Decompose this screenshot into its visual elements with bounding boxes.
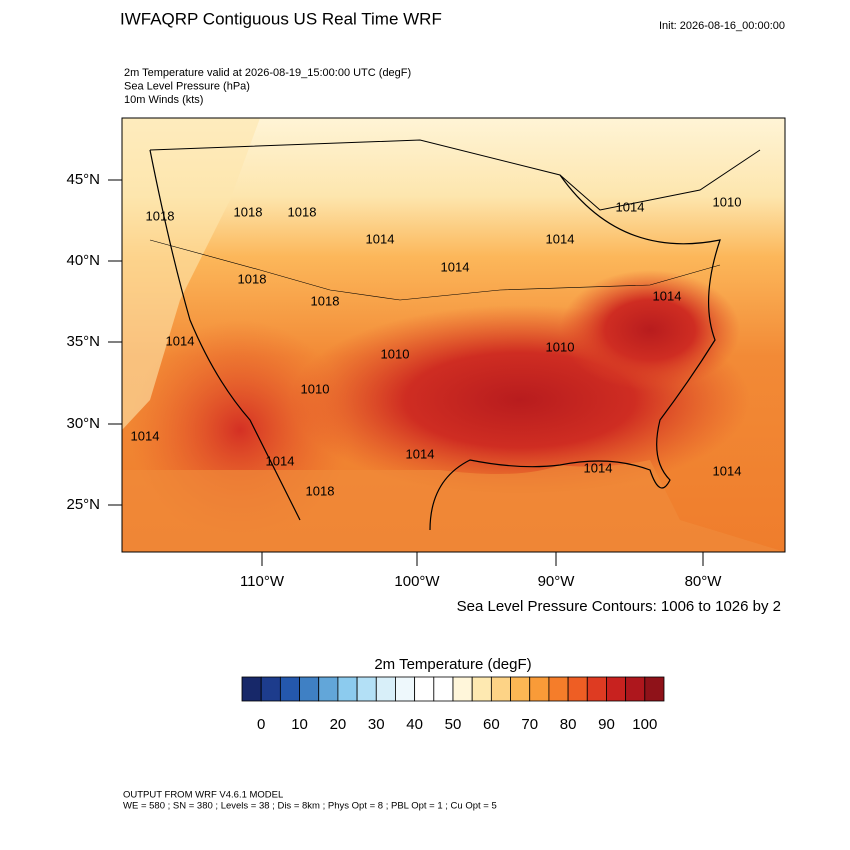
colorbar-swatch xyxy=(644,676,665,702)
colorbar-swatch xyxy=(337,676,358,702)
lat-label: 45°N xyxy=(66,171,100,188)
colorbar-label: 60 xyxy=(483,716,500,733)
footer-line: OUTPUT FROM WRF V4.6.1 MODEL xyxy=(123,790,283,801)
colorbar-swatch xyxy=(452,676,473,702)
colorbar-swatch xyxy=(490,676,511,702)
colorbar-swatch xyxy=(279,676,300,702)
colorbar-label: 10 xyxy=(291,716,308,733)
colorbar-swatch xyxy=(606,676,627,702)
pressure-label: 1010 xyxy=(713,194,742,209)
lat-label: 30°N xyxy=(66,415,100,432)
colorbar-swatch xyxy=(529,676,550,702)
colorbar-swatch xyxy=(510,676,531,702)
colorbar-title: 2m Temperature (degF) xyxy=(374,656,531,673)
pressure-label: 1014 xyxy=(713,463,742,478)
pressure-label: 1010 xyxy=(301,381,330,396)
colorbar-label: 0 xyxy=(257,716,265,733)
contour-note: Sea Level Pressure Contours: 1006 to 102… xyxy=(457,598,781,615)
colorbar-label: 70 xyxy=(521,716,538,733)
colorbar-swatch xyxy=(548,676,569,702)
pressure-label: 1014 xyxy=(441,259,470,274)
pressure-label: 1018 xyxy=(146,208,175,223)
lon-label: 110°W xyxy=(240,573,285,590)
colorbar-swatch xyxy=(586,676,607,702)
field-line: 10m Winds (kts) xyxy=(124,94,203,106)
pressure-label: 1014 xyxy=(406,446,435,461)
colorbar: 0 10 20 30 40 50 60 70 80 90 100 xyxy=(241,676,665,733)
colorbar-swatch xyxy=(625,676,646,702)
map-field xyxy=(122,118,785,552)
pressure-label: 1014 xyxy=(366,231,395,246)
colorbar-swatch xyxy=(375,676,396,702)
colorbar-label: 50 xyxy=(445,716,462,733)
field-line: Sea Level Pressure (hPa) xyxy=(124,80,250,92)
pressure-label: 1018 xyxy=(234,204,263,219)
map-frame xyxy=(121,117,786,553)
colorbar-swatch xyxy=(433,676,454,702)
colorbar-swatch xyxy=(471,676,492,702)
colorbar-label: 90 xyxy=(598,716,615,733)
pressure-label: 1018 xyxy=(288,204,317,219)
pressure-label: 1014 xyxy=(584,460,613,475)
title: IWFAQRP Contiguous US Real Time WRF xyxy=(120,9,442,28)
pressure-label: 1014 xyxy=(653,288,682,303)
colorbar-swatch xyxy=(414,676,435,702)
colorbar-swatch xyxy=(395,676,416,702)
pressure-label: 1010 xyxy=(546,339,575,354)
colorbar-label: 40 xyxy=(406,716,423,733)
pressure-label: 1010 xyxy=(381,346,410,361)
pressure-label: 1014 xyxy=(166,333,195,348)
pressure-label: 1014 xyxy=(616,199,645,214)
colorbar-label: 20 xyxy=(330,716,347,733)
colorbar-swatch xyxy=(567,676,588,702)
pressure-label: 1018 xyxy=(306,483,335,498)
colorbar-swatch xyxy=(241,676,262,702)
colorbar-label: 80 xyxy=(560,716,577,733)
colorbar-swatch xyxy=(318,676,339,702)
colorbar-swatch xyxy=(356,676,377,702)
colorbar-swatch xyxy=(260,676,281,702)
lon-label: 80°W xyxy=(685,573,723,590)
field-list: 2m Temperature valid at 2026-08-19_15:00… xyxy=(124,67,411,106)
pressure-label: 1014 xyxy=(266,453,295,468)
map-labels: 45°N 40°N 35°N 30°N 25°N 110°W 100°W 90°W 80°W 10… xyxy=(66,171,742,590)
pressure-label: 1018 xyxy=(311,293,340,308)
lon-label: 100°W xyxy=(394,573,440,590)
pressure-label: 1014 xyxy=(546,231,575,246)
init-time: Init: 2026-08-16_00:00:00 xyxy=(659,20,785,32)
pressure-label: 1014 xyxy=(131,428,160,443)
lat-label: 25°N xyxy=(66,496,100,513)
colorbar-swatch xyxy=(299,676,320,702)
footer-line: WE = 580 ; SN = 380 ; Levels = 38 ; Dis … xyxy=(123,801,497,812)
lat-label: 35°N xyxy=(66,333,100,350)
pressure-label: 1018 xyxy=(238,271,267,286)
lat-label: 40°N xyxy=(66,252,100,269)
colorbar-label: 100 xyxy=(632,716,657,733)
lon-label: 90°W xyxy=(538,573,576,590)
colorbar-label: 30 xyxy=(368,716,385,733)
field-line: 2m Temperature valid at 2026-08-19_15:00… xyxy=(124,67,411,79)
